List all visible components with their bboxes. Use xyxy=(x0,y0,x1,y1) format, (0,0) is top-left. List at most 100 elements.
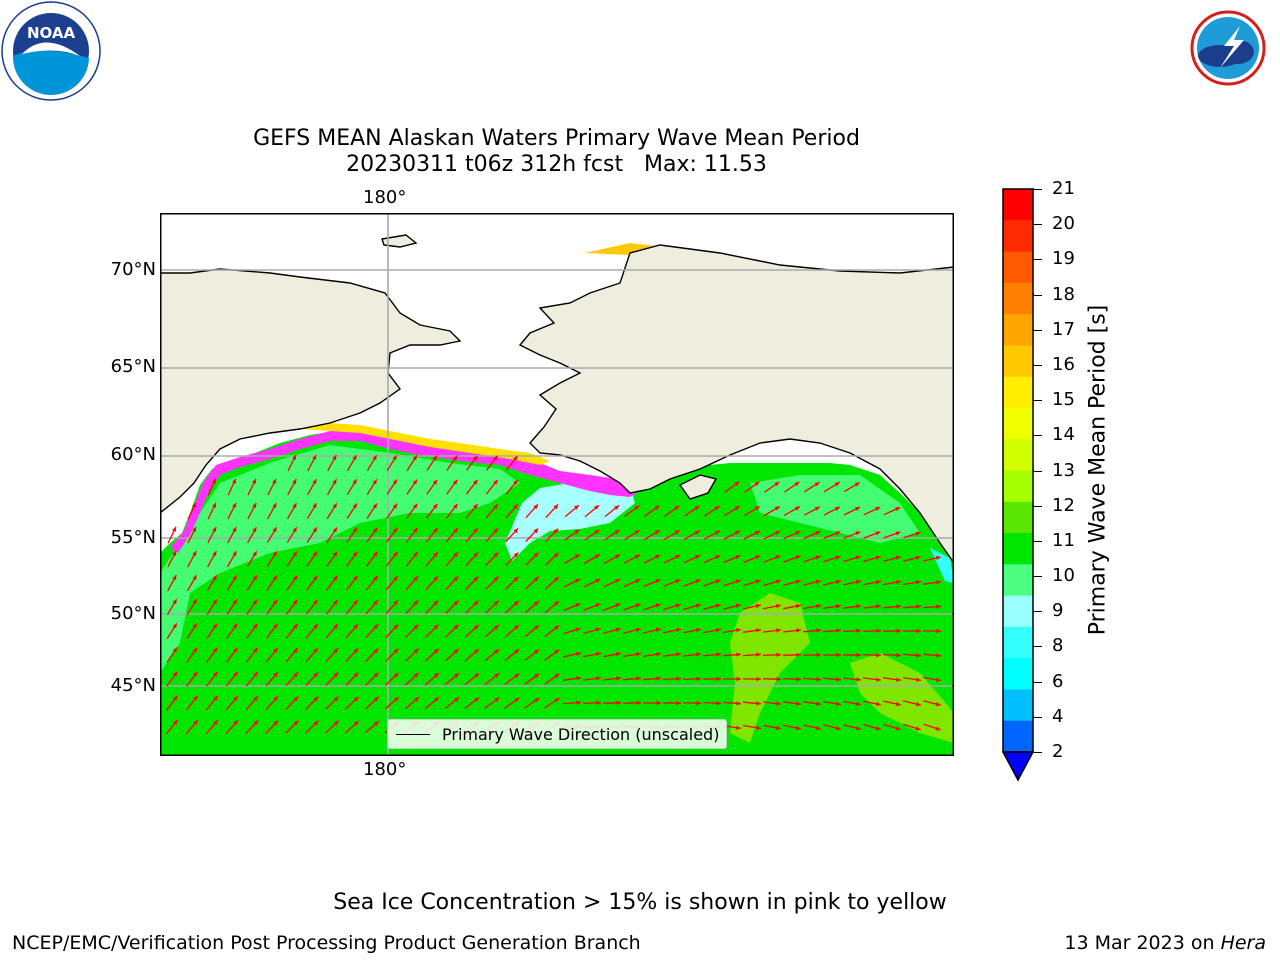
wave-arrow-head xyxy=(896,628,901,634)
wave-arrow-head xyxy=(576,676,581,681)
wave-arrow-head xyxy=(576,700,581,705)
wave-arrow-head xyxy=(675,603,681,608)
wave-arrow-head xyxy=(513,576,519,582)
wave-arrow-head xyxy=(253,720,259,726)
wave-arrow-head xyxy=(232,503,237,508)
wave-arrow-head xyxy=(473,600,479,606)
wave-arrow-head xyxy=(715,579,721,584)
wave-arrow-head xyxy=(655,579,661,584)
wave-arrow-head xyxy=(915,555,921,560)
wave-arrow-head xyxy=(293,648,298,653)
wave-arrow-head xyxy=(715,555,721,560)
wave-arrow-head xyxy=(916,677,921,682)
wave-arrow-head xyxy=(474,649,479,654)
wave-arrow-head xyxy=(554,625,559,630)
colorbar-tick-label: 10 xyxy=(1052,565,1075,587)
wave-arrow-head xyxy=(533,504,538,510)
wave-arrow-head xyxy=(272,479,277,484)
wave-arrow-head xyxy=(493,552,499,558)
wave-arrow-head xyxy=(595,603,601,608)
wave-arrow-head xyxy=(836,604,841,609)
colorbar-segment xyxy=(1003,345,1033,378)
wave-arrow-head xyxy=(655,554,660,559)
wave-arrow-head xyxy=(273,720,279,726)
wave-arrow-head xyxy=(253,672,258,677)
wave-arrow-head xyxy=(596,651,601,657)
colorbar-tick-label: 19 xyxy=(1052,248,1075,270)
colorbar-tick-mark xyxy=(1034,435,1042,437)
wave-arrow-head xyxy=(875,531,881,536)
wave-arrow-head xyxy=(855,531,861,536)
wave-arrow-head xyxy=(734,481,740,487)
wave-arrow-head xyxy=(192,551,197,557)
wave-arrow-head xyxy=(553,504,559,510)
wave-arrow-head xyxy=(353,575,358,581)
wave-arrow-head xyxy=(534,673,540,679)
wave-arrow-head xyxy=(674,530,680,535)
wave-arrow-head xyxy=(635,579,641,584)
wave-arrow-head xyxy=(392,479,397,485)
wave-arrow-head xyxy=(212,623,218,629)
wave-arrow-head xyxy=(755,555,761,560)
colorbar-segment xyxy=(1003,251,1033,284)
wave-arrow-head xyxy=(734,506,740,511)
colorbar-tick-mark xyxy=(1034,540,1042,542)
wave-arrow-head xyxy=(452,455,458,461)
colorbar-tick-mark xyxy=(1034,259,1042,261)
wave-arrow-head xyxy=(815,579,821,584)
wave-arrow-head xyxy=(775,531,781,535)
wave-arrow-head xyxy=(856,604,861,609)
wave-arrow-head xyxy=(332,479,337,485)
wave-arrow-head xyxy=(795,531,801,536)
wave-arrow-head xyxy=(373,672,379,678)
wave-arrow-head xyxy=(332,455,337,461)
ocean-period-12s-patch xyxy=(730,593,810,743)
wave-arrow-head xyxy=(172,647,177,653)
wave-arrow-head xyxy=(473,479,478,485)
wave-arrow-head xyxy=(695,579,701,584)
colorbar-tick-label: 18 xyxy=(1052,283,1075,305)
wave-arrow-head xyxy=(292,503,297,509)
wave-arrow-head xyxy=(473,576,479,582)
wave-arrow-head xyxy=(936,604,941,609)
wave-arrow-head xyxy=(595,627,601,632)
wave-arrow-head xyxy=(312,575,318,581)
wave-arrow-head xyxy=(172,623,177,629)
wave-arrow-head xyxy=(313,696,319,702)
wave-arrow-head xyxy=(433,624,439,630)
wave-arrow-head xyxy=(272,599,278,605)
wave-arrow-head xyxy=(433,648,439,654)
wave-arrow-head xyxy=(776,603,781,609)
wave-arrow-head xyxy=(696,628,701,633)
wave-arrow-head xyxy=(616,652,621,657)
wave-arrow-head xyxy=(292,527,297,533)
wave-arrow-head xyxy=(636,676,641,681)
wave-arrow-head xyxy=(836,701,841,706)
wave-arrow-head xyxy=(514,697,520,703)
wave-arrow-head xyxy=(293,696,299,702)
wave-arrow-head xyxy=(373,576,378,581)
wave-arrow-head xyxy=(815,725,821,731)
wave-arrow-head xyxy=(755,531,761,535)
wave-arrow-head xyxy=(876,628,881,633)
wave-arrow-head xyxy=(615,603,621,608)
wave-arrow-head xyxy=(796,628,801,633)
colorbar-segment xyxy=(1003,564,1033,597)
wave-arrow-head xyxy=(855,726,861,731)
wave-arrow-head xyxy=(232,478,236,484)
colorbar-tick-mark xyxy=(1034,611,1042,613)
wave-arrow-head xyxy=(393,624,399,630)
wave-arrow-head xyxy=(534,697,540,703)
wave-arrow-head xyxy=(876,604,881,609)
colorbar-tick-mark xyxy=(1034,224,1042,226)
lat-label-55n: 55°N xyxy=(110,527,156,548)
wave-arrow-head xyxy=(656,676,661,681)
wave-arrow-head xyxy=(716,701,721,706)
wave-arrow-head xyxy=(393,551,398,557)
colorbar-segment xyxy=(1003,407,1033,440)
wave-arrow-head xyxy=(876,653,881,658)
wave-arrow-head xyxy=(352,551,358,557)
land-alaska xyxy=(518,244,955,566)
colorbar-tick-label: 13 xyxy=(1052,459,1075,481)
wave-arrow-head xyxy=(675,627,681,633)
